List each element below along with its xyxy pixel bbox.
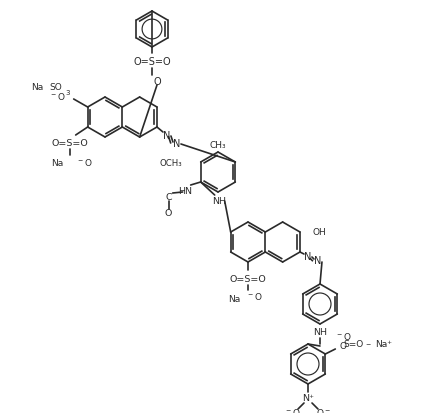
Text: N: N — [304, 252, 312, 261]
Text: OCH₃: OCH₃ — [160, 158, 183, 167]
Text: O: O — [165, 209, 172, 218]
Text: HN: HN — [178, 186, 192, 195]
Text: $^-$O: $^-$O — [76, 156, 92, 167]
Text: NH: NH — [313, 328, 327, 337]
Text: $^-$O: $^-$O — [335, 331, 352, 342]
Text: $^-$O: $^-$O — [246, 291, 262, 302]
Text: $^-$: $^-$ — [364, 339, 372, 349]
Text: N: N — [314, 255, 322, 266]
Text: O: O — [340, 342, 347, 351]
Text: $^-$O: $^-$O — [49, 90, 66, 101]
Text: NH: NH — [212, 197, 226, 206]
Text: O: O — [153, 77, 161, 87]
Text: OH: OH — [313, 228, 327, 237]
Text: CH₃: CH₃ — [210, 140, 226, 149]
Text: O=S=O: O=S=O — [133, 57, 171, 67]
Text: N: N — [163, 131, 171, 141]
Text: 3: 3 — [66, 90, 70, 96]
Text: N⁺: N⁺ — [302, 394, 314, 403]
Text: O=S=O: O=S=O — [51, 138, 88, 147]
Text: Na: Na — [51, 159, 64, 168]
Text: Na: Na — [32, 83, 44, 92]
Text: O$^-$: O$^-$ — [317, 406, 331, 413]
Text: C: C — [165, 193, 172, 202]
Text: Na⁺: Na⁺ — [375, 339, 392, 349]
Text: $^-$O: $^-$O — [284, 406, 300, 413]
Text: N: N — [173, 139, 181, 149]
Text: SO: SO — [49, 83, 62, 92]
Text: Na: Na — [228, 295, 240, 304]
Text: O=S=O: O=S=O — [229, 274, 266, 283]
Text: S=O: S=O — [343, 339, 363, 349]
